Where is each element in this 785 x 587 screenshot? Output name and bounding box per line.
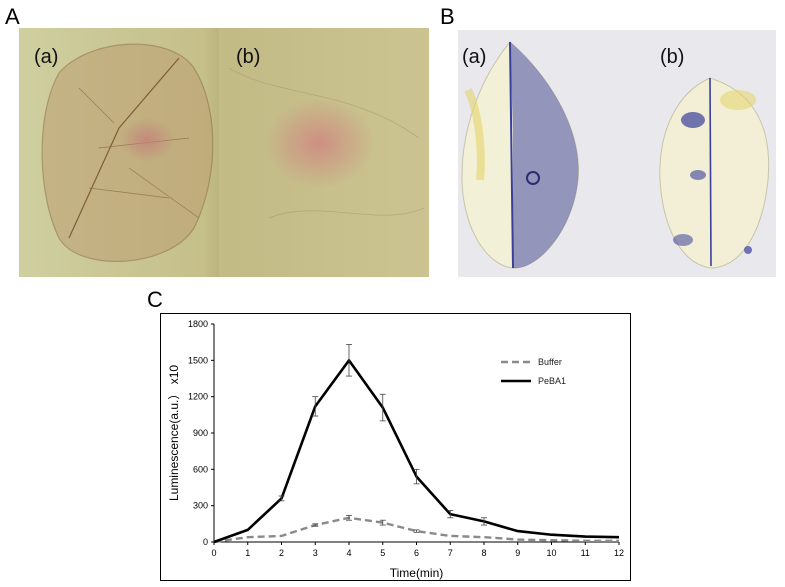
y-tick-label: 1800 xyxy=(188,319,208,329)
legend-label-buffer: Buffer xyxy=(538,357,562,367)
panel-a-photo xyxy=(19,28,429,277)
x-tick-label: 8 xyxy=(481,548,486,558)
dab-leaf-image xyxy=(19,28,429,277)
y-tick-label: 600 xyxy=(193,464,208,474)
series-line-peba1 xyxy=(213,359,620,544)
luminescence-chart: 0 300 600 900 1200 1500 1800 0 1 2 3 4 5 6 7 8 9 10 11 12 Ti… xyxy=(160,313,631,581)
panel-letter-a: A xyxy=(5,4,20,29)
y-tick-label: 900 xyxy=(193,428,208,438)
panel-a-sublabel-b: (b) xyxy=(236,46,261,68)
x-tick-label: 2 xyxy=(279,548,284,558)
y-tick-label: 300 xyxy=(193,501,208,511)
panel-letter-c: C xyxy=(147,287,163,312)
x-tick-label: 1 xyxy=(245,548,250,558)
panel-b-photo xyxy=(458,30,776,277)
x-tick-label: 11 xyxy=(581,548,590,558)
y-tick-label: 1200 xyxy=(188,392,208,402)
x-tick-label: 7 xyxy=(448,548,453,558)
x-tick-label: 10 xyxy=(546,548,556,558)
x-tick-label: 3 xyxy=(313,548,318,558)
y-tick-label: 1500 xyxy=(188,355,208,365)
panel-letter-b: B xyxy=(440,4,455,29)
x-tick-label: 0 xyxy=(211,548,216,558)
x-tick-label: 6 xyxy=(414,548,419,558)
panel-b-sublabel-b: (b) xyxy=(660,46,685,68)
x-tick-label: 9 xyxy=(515,548,520,558)
panel-b-sublabel-a: (a) xyxy=(462,46,487,68)
trypan-leaf-image xyxy=(458,30,776,277)
x-tick-label: 5 xyxy=(380,548,385,558)
legend-label-peba1: PeBA1 xyxy=(538,376,566,386)
y-axis-label: Luminescence(a.u.） x10 xyxy=(167,365,181,501)
series-line-buffer xyxy=(213,516,619,544)
y-tick-label: 0 xyxy=(203,537,208,547)
x-tick-label: 12 xyxy=(614,548,624,558)
panel-a-sublabel-a: (a) xyxy=(34,46,59,68)
x-tick-label: 4 xyxy=(346,548,351,558)
x-axis-label: Time(min) xyxy=(390,566,444,580)
